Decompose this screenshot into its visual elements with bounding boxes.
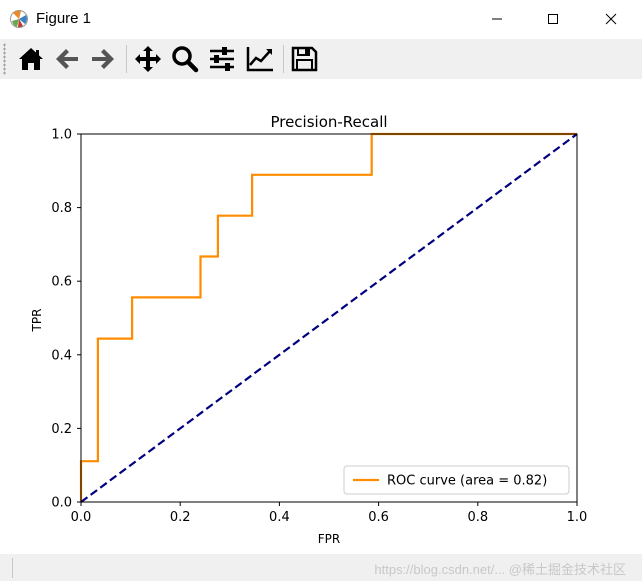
toolbar-separator: [283, 45, 284, 73]
axes-frame: [80, 133, 578, 503]
y-tick-label: 0.4: [51, 348, 72, 363]
toolbar-grip[interactable]: [3, 43, 6, 75]
status-separator: [12, 558, 13, 578]
x-tick-label: 0.8: [467, 510, 488, 525]
legend-box: [343, 465, 570, 495]
y-axis-label: TPR: [30, 309, 44, 333]
minimize-icon: [492, 18, 502, 20]
y-tick-label: 1.0: [51, 128, 72, 143]
back-button[interactable]: [50, 43, 84, 75]
roc-chart: Precision-Recall 0.0 0.2 0.4 0.6 0.8 1.00.00.…: [30, 113, 587, 546]
zoom-icon: [172, 46, 199, 73]
subplots-button[interactable]: [205, 43, 239, 75]
pan-button[interactable]: [131, 43, 165, 75]
edit-axis-icon: [246, 47, 273, 72]
y-tick-label: 0.2: [51, 422, 72, 437]
forward-button[interactable]: [86, 43, 120, 75]
legend-label: ROC curve (area = 0.82): [387, 474, 547, 489]
close-icon: [605, 13, 617, 25]
roc-curve-line: [79, 132, 577, 502]
watermark-text: https://blog.csdn.net/... @稀土掘金技术社区: [374, 562, 626, 577]
close-button[interactable]: [582, 0, 640, 38]
forward-arrow-icon: [92, 49, 114, 69]
navigation-toolbar: [0, 39, 642, 79]
y-tick-label: 0.6: [51, 275, 72, 290]
home-button[interactable]: [14, 43, 48, 75]
edit-axis-button[interactable]: [243, 43, 277, 75]
save-button[interactable]: [287, 43, 321, 75]
home-icon: [19, 48, 43, 70]
y-tick-label: 0.8: [51, 201, 72, 216]
x-tick-label: 0.0: [71, 510, 92, 525]
subplots-icon: [210, 47, 234, 71]
title-bar: Figure 1: [0, 0, 642, 38]
zoom-button[interactable]: [168, 43, 202, 75]
matplotlib-logo-icon: [10, 10, 28, 28]
maximize-button[interactable]: [524, 0, 582, 38]
x-tick-label: 0.6: [368, 510, 389, 525]
status-bar: https://blog.csdn.net/... @稀土掘金技术社区: [0, 554, 642, 581]
plot-area: 0.0 0.2 0.4 0.6 0.8 1.0 0.0 0.2 0.4 0.6 0.8 1.0 ROC …: [51, 128, 587, 526]
x-axis-label: FPR: [318, 532, 340, 546]
save-icon: [291, 46, 318, 72]
x-tick-label: 0.2: [170, 510, 191, 525]
window-title: Figure 1: [36, 10, 92, 27]
back-arrow-icon: [56, 49, 78, 69]
y-tick-label: 0.0: [51, 496, 72, 511]
chart-title: Precision-Recall: [270, 113, 387, 131]
chance-diagonal-line: [80, 133, 578, 503]
x-tick-label: 1.0: [567, 510, 588, 525]
pan-icon: [135, 46, 161, 72]
figure-canvas[interactable]: Precision-Recall 0.0 0.2 0.4 0.6 0.8 1.0 0.0 0.…: [0, 80, 642, 554]
minimize-button[interactable]: [468, 0, 526, 38]
toolbar-separator: [126, 45, 127, 73]
x-tick-label: 0.4: [269, 510, 290, 525]
maximize-icon: [548, 14, 558, 24]
